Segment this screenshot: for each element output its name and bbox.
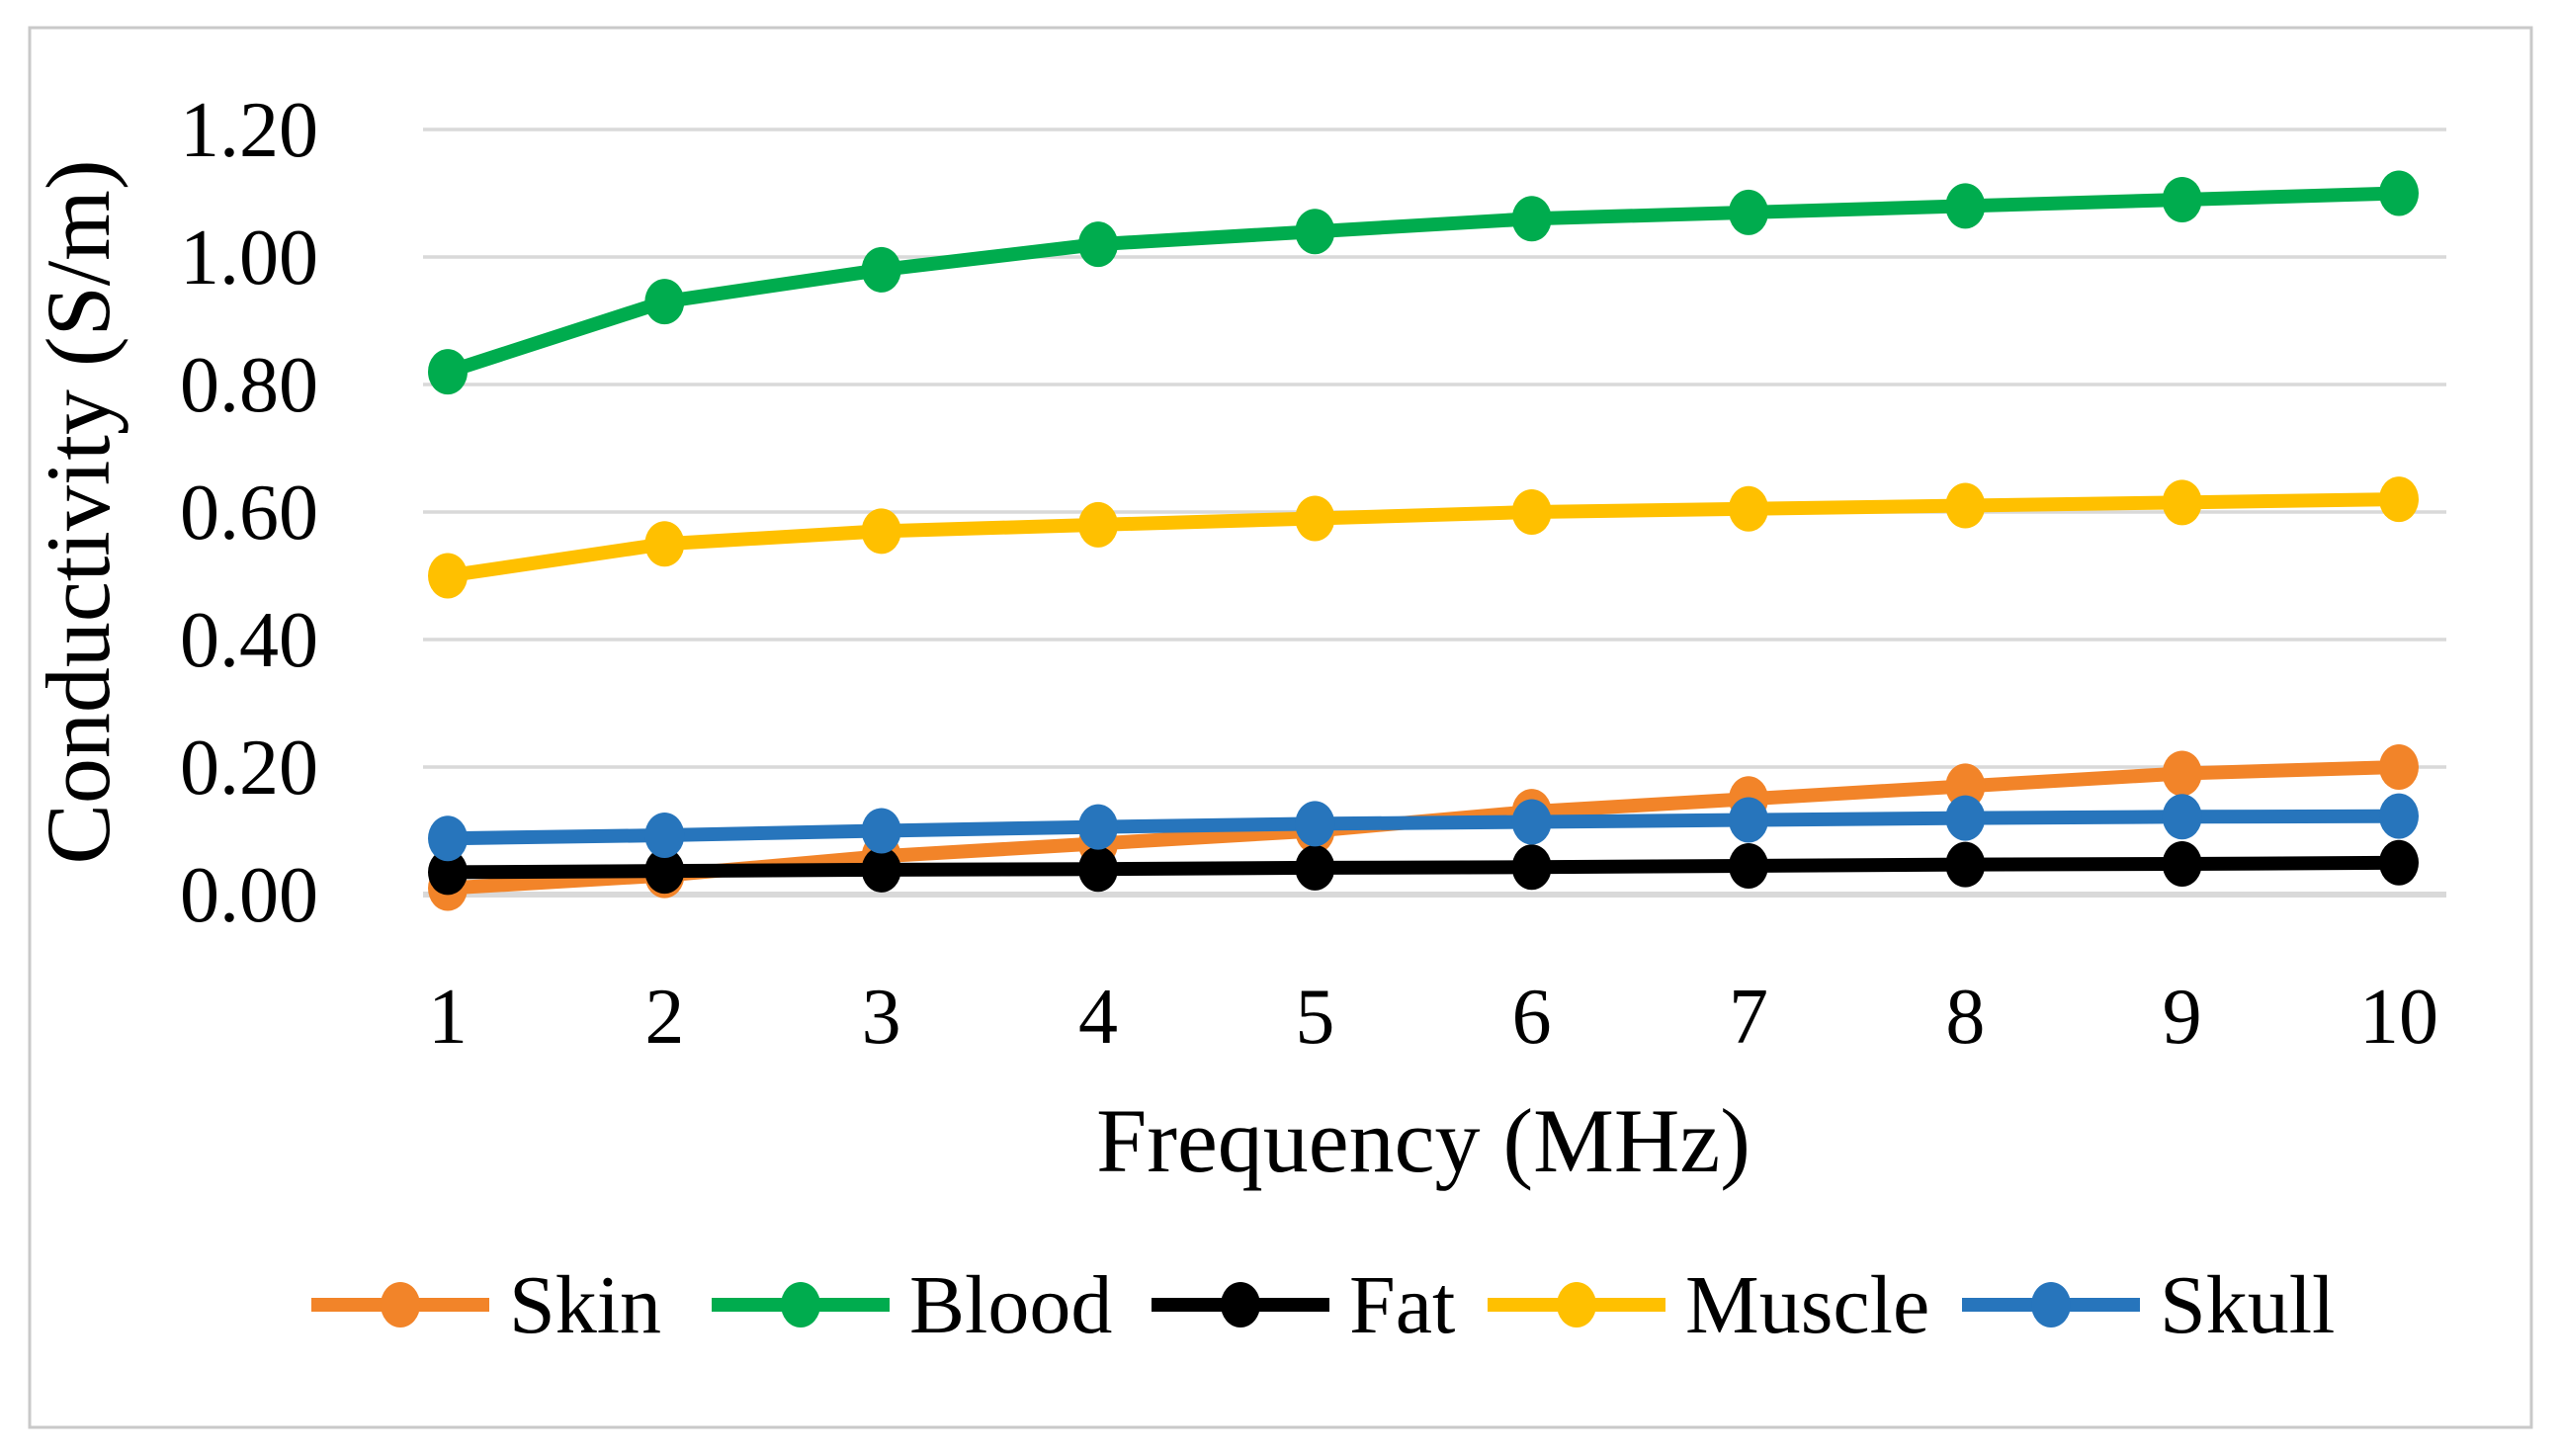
data-point-muscle-4 [1078,501,1118,548]
x-axis-title: Frequency (MHz) [1096,1090,1750,1191]
data-point-fat-7 [1729,842,1768,889]
data-point-muscle-5 [1295,495,1335,542]
data-point-fat-5 [1295,844,1335,891]
data-point-blood-2 [644,279,685,325]
data-point-muscle-6 [1511,489,1552,535]
data-point-blood-8 [1945,183,1986,229]
legend-label-blood: Blood [909,1259,1112,1351]
data-point-skull-10 [2379,793,2419,839]
data-point-blood-1 [428,349,468,395]
data-point-fat-8 [1945,841,1986,888]
series-line-muscle [446,492,2400,583]
y-tick-label: 1.00 [180,214,318,301]
y-axis-title: Conductivity (S/m) [28,160,128,865]
data-point-skull-7 [1729,797,1768,843]
y-tick-label: 0.60 [180,470,318,557]
y-tick-label: 0.20 [180,725,318,812]
data-point-fat-10 [2379,839,2419,886]
data-point-fat-2 [644,848,685,895]
data-point-skull-4 [1078,804,1118,850]
legend-marker-dot-skull [2031,1282,2071,1328]
data-point-muscle-7 [1729,485,1768,532]
legend-item-blood: Blood [712,1259,1112,1351]
data-point-skin-8 [1945,763,1986,810]
y-tick-label: 1.20 [180,87,318,174]
data-point-blood-9 [2162,176,2202,222]
data-point-skin-10 [2379,744,2419,790]
data-point-skull-3 [861,808,901,854]
series-line-fat [447,855,2400,880]
legend-item-muscle: Muscle [1488,1259,1929,1351]
y-tick-label: 0.00 [180,852,318,939]
y-tick-label: 0.40 [180,597,318,684]
legend-item-skin: Skin [311,1259,661,1351]
legend-marker-dot-blood [781,1282,820,1328]
y-tick-label: 0.80 [180,342,318,429]
data-point-muscle-1 [428,553,468,599]
x-tick-label: 9 [2163,974,2202,1061]
legend-marker-dot-fat [1221,1282,1260,1328]
data-point-blood-3 [861,246,901,293]
data-point-skull-8 [1945,795,1986,841]
x-tick-label: 3 [862,974,901,1061]
x-tick-label: 2 [644,974,684,1061]
data-point-skull-2 [644,813,685,859]
data-point-muscle-2 [644,521,685,567]
legend-label-fat: Fat [1349,1259,1455,1351]
data-point-blood-5 [1295,209,1335,255]
series-line-skull [447,809,2400,846]
data-point-skull-5 [1295,801,1335,847]
legend-marker-dot-muscle [1557,1282,1596,1328]
data-point-fat-9 [2162,841,2202,888]
legend-marker-dot-skin [381,1282,420,1328]
data-point-blood-10 [2379,170,2419,216]
figure-border [28,26,2533,1429]
x-tick-label: 6 [1512,974,1552,1061]
legend-label-skull: Skull [2160,1259,2335,1351]
data-point-fat-3 [861,846,901,893]
data-point-fat-1 [428,849,468,896]
data-point-skull-1 [428,815,468,862]
series-line-blood [445,186,2400,379]
data-point-muscle-10 [2379,476,2419,523]
data-point-muscle-8 [1945,482,1986,529]
data-point-muscle-3 [861,508,901,555]
legend-label-muscle: Muscle [1685,1259,1929,1351]
x-tick-label: 4 [1078,974,1118,1061]
data-point-skull-6 [1511,799,1552,845]
x-tick-label: 10 [2359,974,2438,1061]
legend-item-fat: Fat [1152,1259,1455,1351]
x-tick-label: 8 [1945,974,1985,1061]
legend-item-skull: Skull [1962,1259,2335,1351]
data-point-blood-7 [1729,189,1768,235]
x-tick-label: 7 [1729,974,1768,1061]
data-point-blood-6 [1511,196,1552,242]
data-point-blood-4 [1078,221,1118,268]
data-point-skull-9 [2162,794,2202,840]
legend-label-skin: Skin [509,1259,661,1351]
data-point-skin-9 [2162,750,2202,797]
x-tick-label: 1 [428,974,468,1061]
x-tick-label: 5 [1295,974,1334,1061]
data-point-fat-6 [1511,844,1552,891]
data-point-muscle-9 [2162,479,2202,526]
data-point-fat-4 [1078,846,1118,893]
